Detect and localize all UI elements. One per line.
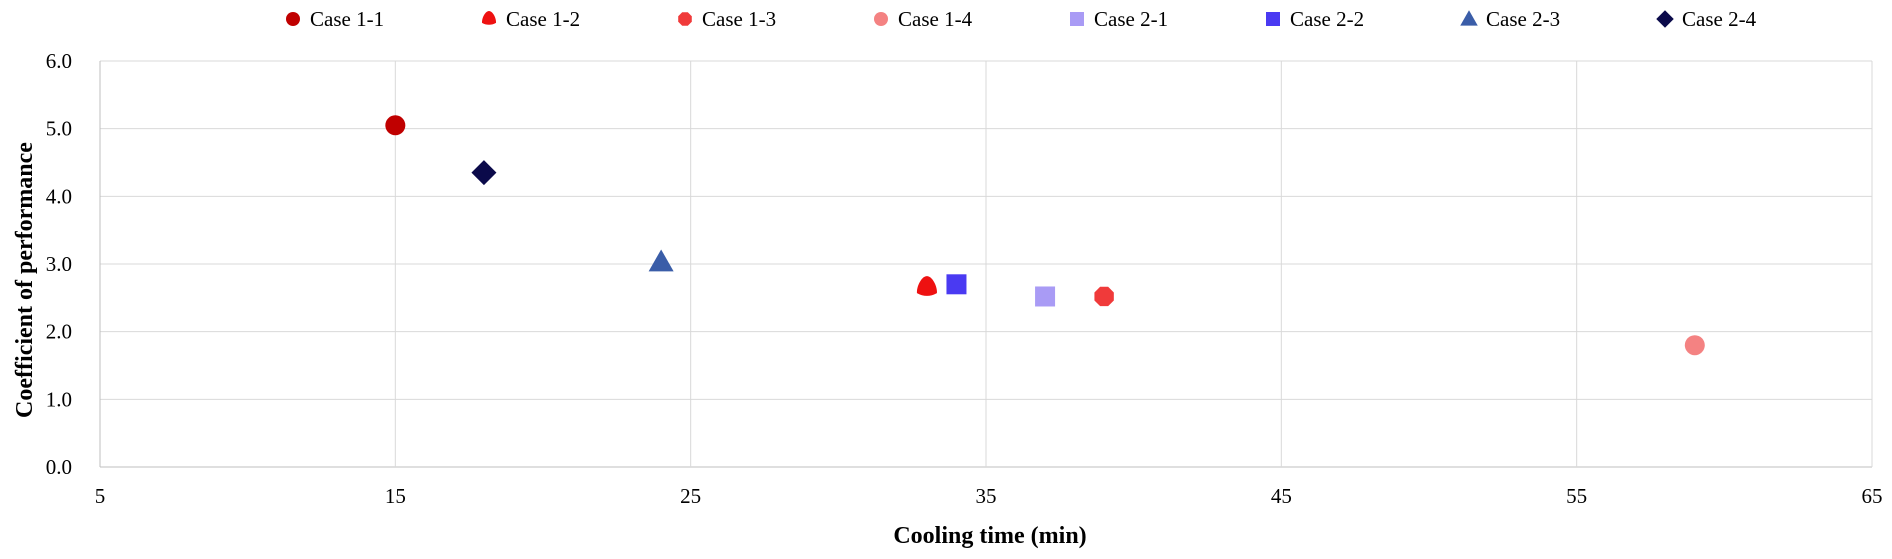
y-axis-title: Coefficient of performance [12, 142, 38, 418]
x-tick-label: 65 [1862, 484, 1883, 508]
legend-item: Case 2-4 [1656, 7, 1757, 31]
y-tick-label: 2.0 [46, 320, 72, 344]
legend-label: Case 2-2 [1290, 7, 1364, 31]
data-point-case-1-4 [1684, 335, 1705, 356]
x-tick-label: 15 [385, 484, 406, 508]
legend-marker [1656, 10, 1674, 28]
legend-label: Case 2-4 [1682, 7, 1757, 31]
legend-label: Case 1-3 [702, 7, 776, 31]
data-point-case-2-4 [471, 160, 497, 186]
legend-label: Case 1-2 [506, 7, 580, 31]
legend-item: Case 1-2 [481, 7, 580, 31]
y-tick-label: 0.0 [46, 455, 72, 479]
legend-marker [286, 12, 300, 26]
data-point-case-1-2 [916, 276, 937, 296]
data-point-case-2-2 [946, 274, 967, 295]
legend-item: Case 1-3 [678, 7, 776, 31]
y-tick-label: 3.0 [46, 252, 72, 276]
legend-label: Case 2-1 [1094, 7, 1168, 31]
x-axis-ticks: 5 15 25 35 45 55 65 [95, 484, 1883, 508]
data-point-case-1-3 [1094, 286, 1114, 307]
y-tick-label: 1.0 [46, 387, 72, 411]
data-point-case-2-1 [1035, 286, 1056, 307]
legend-label: Case 2-3 [1486, 7, 1560, 31]
x-tick-label: 35 [976, 484, 997, 508]
legend-marker [481, 10, 497, 25]
y-axis-ticks: 0.0 1.0 2.0 3.0 4.0 5.0 6.0 [46, 49, 72, 479]
y-tick-label: 5.0 [46, 117, 72, 141]
y-tick-label: 4.0 [46, 184, 72, 208]
legend-label: Case 1-4 [898, 7, 973, 31]
legend-marker [874, 12, 888, 26]
x-tick-label: 25 [680, 484, 701, 508]
legend-item: Case 1-1 [286, 7, 384, 31]
data-point-case-2-3 [648, 249, 674, 272]
data-point-case-1-1 [385, 115, 406, 136]
x-tick-label: 45 [1271, 484, 1292, 508]
x-tick-label: 55 [1566, 484, 1587, 508]
legend-marker [1266, 12, 1280, 26]
x-axis-title: Cooling time (min) [893, 523, 1086, 549]
data-points [385, 115, 1705, 356]
legend-label: Case 1-1 [310, 7, 384, 31]
legend-item: Case 2-3 [1460, 7, 1560, 31]
legend-item: Case 1-4 [874, 7, 973, 31]
x-tick-label: 5 [95, 484, 106, 508]
y-tick-label: 6.0 [46, 49, 72, 73]
legend-item: Case 2-1 [1070, 7, 1168, 31]
legend-marker [1070, 12, 1084, 26]
legend-marker [1460, 10, 1478, 26]
legend: Case 1-1 Case 1-2 Case 1-3 Case 1-4 Case 2-1… [286, 7, 1757, 31]
legend-marker [678, 12, 692, 26]
legend-item: Case 2-2 [1266, 7, 1364, 31]
grid [99, 60, 1873, 468]
